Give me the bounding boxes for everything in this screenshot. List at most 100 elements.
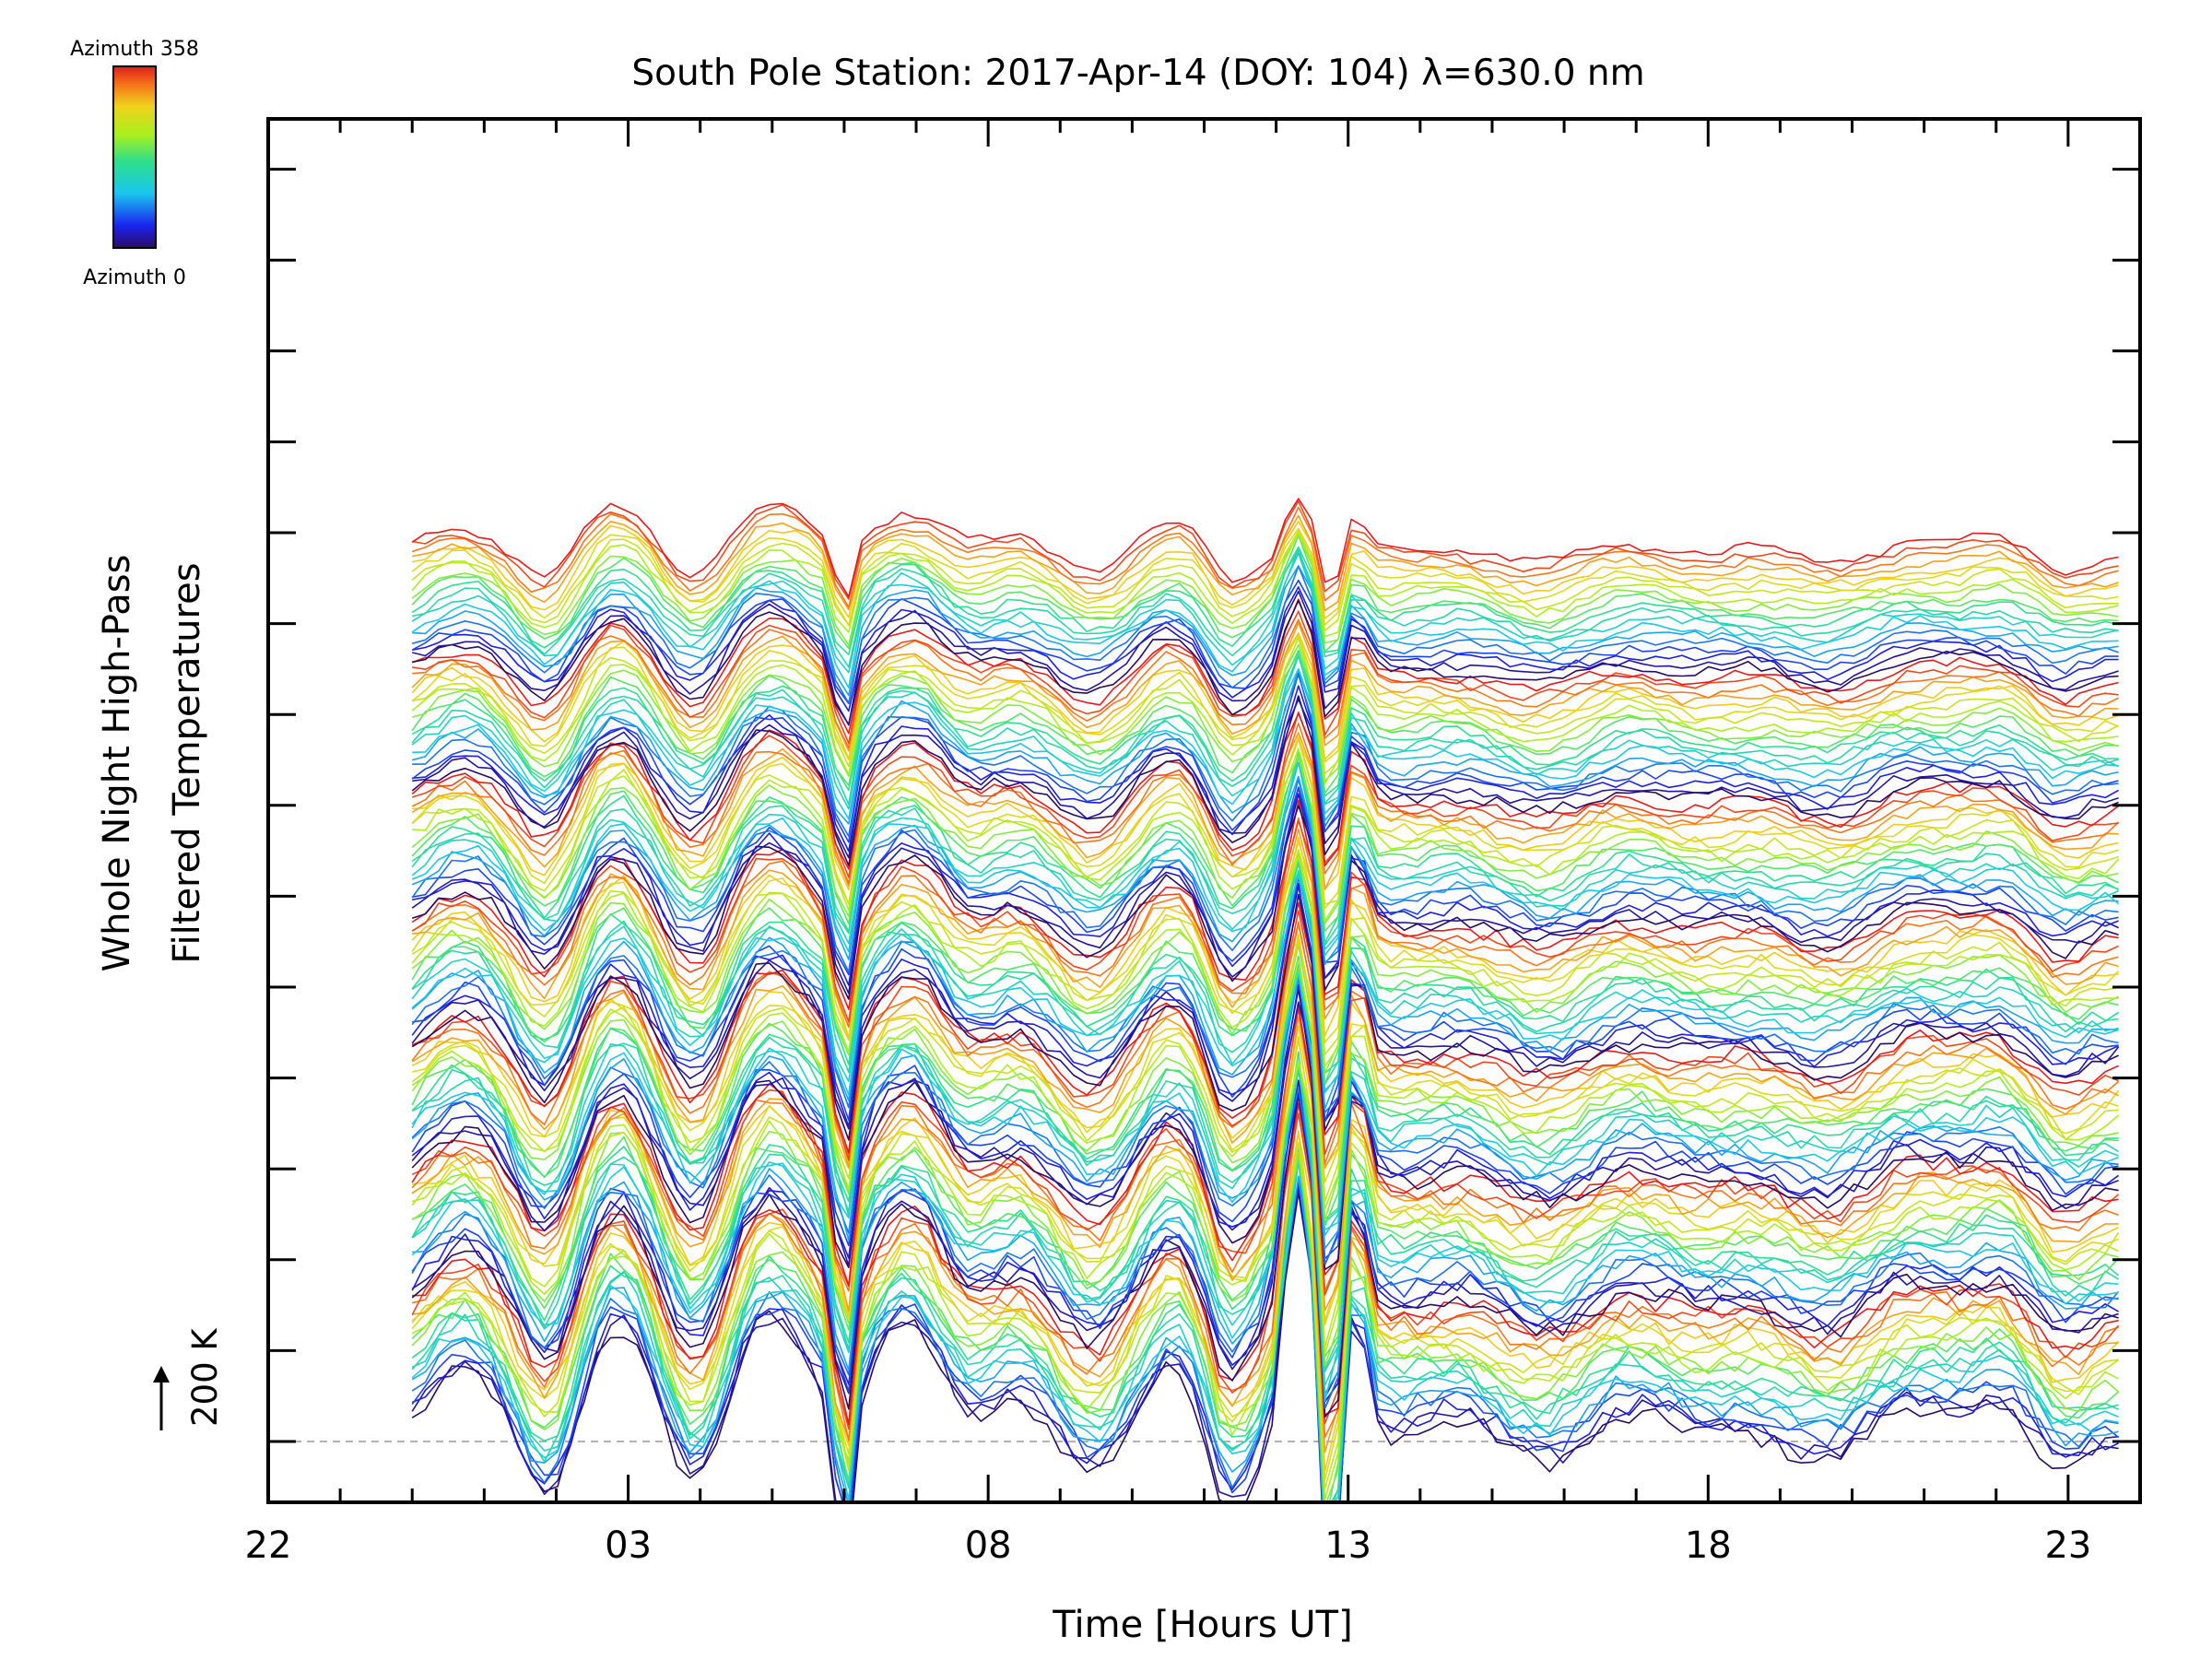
temperature-trace <box>411 751 2119 932</box>
temperature-trace <box>411 1079 2119 1403</box>
temperature-trace <box>411 527 2119 626</box>
temperature-trace <box>412 610 2119 745</box>
scale-label: 200 K <box>185 1327 225 1427</box>
temperature-trace <box>411 819 2119 1023</box>
temperature-trace <box>412 1102 2119 1453</box>
temperature-trace <box>411 1192 2119 1504</box>
temperature-trace <box>411 1087 2120 1409</box>
temperature-trace <box>411 735 2119 910</box>
temperature-trace <box>411 756 2119 924</box>
temperature-trace <box>411 1060 2119 1355</box>
temperature-trace <box>411 756 2119 947</box>
y-axis-title-line1: Whole Night High-Pass <box>96 555 138 972</box>
temperature-trace <box>412 1096 2119 1441</box>
temperature-trace <box>412 699 2119 859</box>
temperature-trace <box>412 500 2119 600</box>
temperature-trace <box>411 973 2120 1250</box>
temperature-trace <box>411 552 2119 688</box>
temperature-trace <box>411 632 2119 760</box>
temperature-trace <box>412 685 2119 853</box>
temperature-trace <box>411 962 2120 1223</box>
temperature-trace <box>411 836 2120 1043</box>
temperature-trace <box>412 637 2119 775</box>
temperature-trace <box>411 1141 2120 1489</box>
temperature-trace <box>411 893 2119 1141</box>
temperature-trace <box>411 799 2119 1010</box>
temperature-trace <box>411 885 2119 1128</box>
y-axis-ticks <box>268 168 2140 1443</box>
x-axis-title: Time [Hours UT] <box>1052 1604 1352 1646</box>
y-axis-title: Whole Night High-Pass Filtered Temperatu… <box>96 555 208 972</box>
temperature-trace <box>411 1150 2119 1504</box>
temperature-trace <box>412 1065 2119 1394</box>
y-axis-title-line2: Filtered Temperatures <box>166 562 208 963</box>
temperature-trace <box>411 971 2119 1260</box>
temperature-trace <box>412 786 2119 976</box>
temperature-trace <box>411 672 2119 843</box>
temperature-trace <box>411 959 2120 1210</box>
temperature-trace <box>411 565 2119 704</box>
temperature-trace <box>411 634 2119 763</box>
temperature-trace <box>411 653 2119 794</box>
temperature-trace <box>411 711 2119 878</box>
temperature-trace <box>411 650 2119 797</box>
temperature-trace <box>411 535 2119 653</box>
temperature-trace <box>411 1130 2119 1481</box>
temperature-trace <box>411 712 2120 870</box>
temperature-trace <box>411 738 2119 905</box>
temperature-trace <box>411 654 2119 806</box>
temperature-trace <box>411 1065 2119 1372</box>
temperature-trace <box>412 667 2119 820</box>
temperature-trace <box>411 530 2119 631</box>
temperature-trace <box>411 853 2119 1074</box>
temperature-trace <box>411 883 2120 1130</box>
temperature-trace <box>412 514 2119 612</box>
temperature-trace <box>412 877 2119 1123</box>
temperature-trace <box>411 546 2119 655</box>
temperature-trace <box>411 969 2119 1227</box>
temperature-trace <box>412 520 2119 619</box>
temperature-trace <box>412 1025 2119 1322</box>
x-tick-label-08: 08 <box>965 1524 1012 1567</box>
temperature-trace <box>411 732 2119 890</box>
temperature-trace <box>411 534 2119 646</box>
x-tick-label-18: 18 <box>1685 1524 1732 1567</box>
temperature-trace <box>411 1175 2119 1504</box>
azimuth-colorbar: Azimuth 358 Azimuth 0 <box>70 38 199 289</box>
temperature-trace <box>411 924 2119 1170</box>
colorbar-gradient <box>112 65 157 249</box>
x-tick-label-03: 03 <box>605 1524 652 1567</box>
temperature-trace <box>411 757 2119 944</box>
temperature-trace <box>411 1065 2119 1410</box>
x-axis-ticks <box>266 119 2142 1502</box>
temperature-trace <box>412 590 2119 726</box>
temperature-trace <box>411 1147 2119 1504</box>
temperature-trace <box>411 637 2119 785</box>
x-tick-label-22: 22 <box>245 1524 292 1567</box>
temperature-trace <box>412 565 2119 697</box>
temperature-trace <box>411 934 2120 1169</box>
temperature-trace <box>411 621 2119 752</box>
temperature-scale-marker: 200 K <box>153 1327 225 1430</box>
x-axis-tick-labels: 22 03 08 13 18 23 <box>245 1524 2092 1567</box>
temperature-trace <box>411 498 2119 598</box>
temperature-trace <box>411 1130 2119 1500</box>
temperature-trace <box>411 873 2119 1114</box>
temperature-trace <box>411 1005 2119 1292</box>
temperature-traces <box>411 498 2120 1504</box>
x-tick-label-13: 13 <box>1324 1524 1371 1567</box>
temperature-trace <box>412 829 2119 1029</box>
temperature-trace <box>411 643 2119 782</box>
temperature-trace <box>411 1094 2119 1418</box>
x-tick-label-23: 23 <box>2044 1524 2091 1567</box>
temperature-trace <box>411 1055 2120 1358</box>
temperature-trace <box>411 901 2119 1154</box>
temperature-trace <box>411 653 2119 810</box>
temperature-trace <box>412 586 2119 712</box>
temperature-trace <box>412 599 2119 725</box>
temperature-trace <box>411 775 2119 965</box>
temperature-trace <box>412 549 2119 668</box>
temperature-trace <box>411 506 2119 608</box>
temperature-trace <box>411 983 2120 1265</box>
